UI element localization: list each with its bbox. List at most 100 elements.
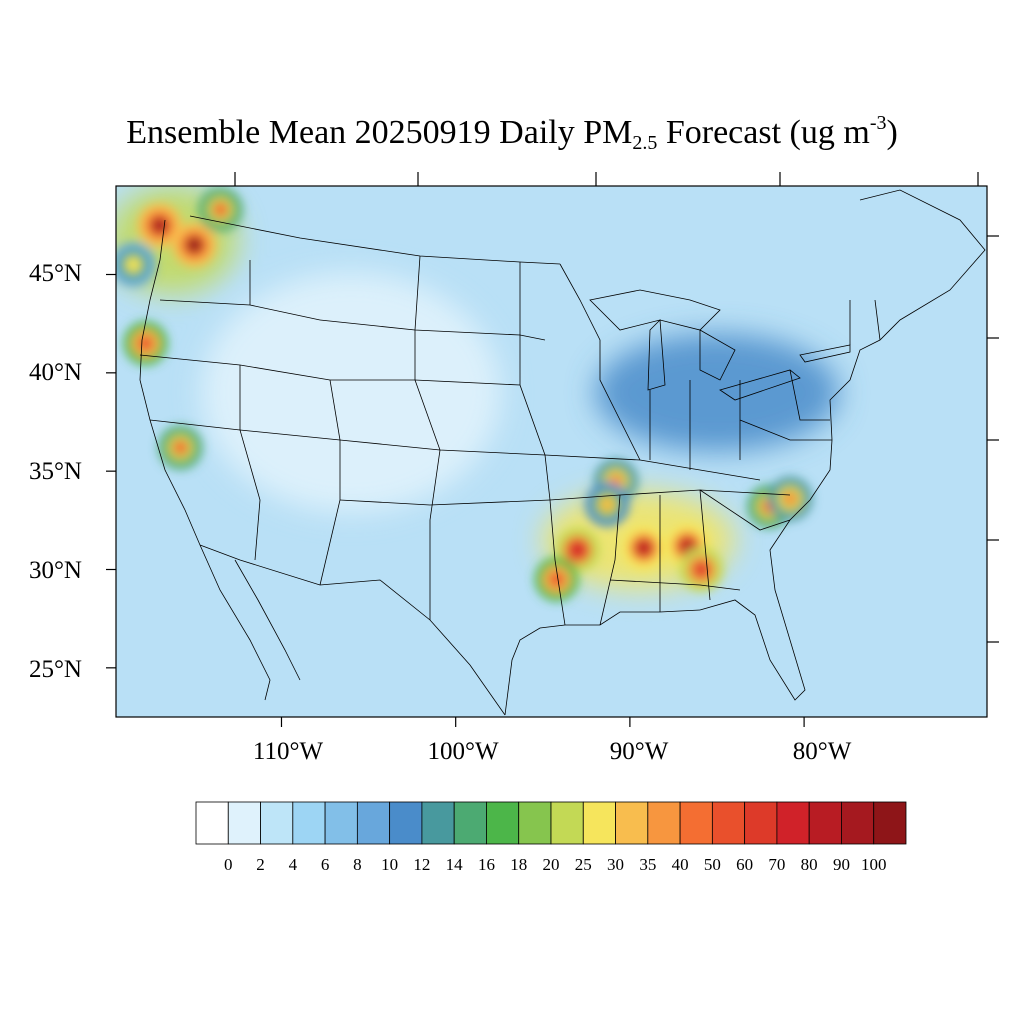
colorbar-box-14 — [647, 801, 681, 845]
colorbar-box-9 — [486, 801, 520, 845]
state-line — [319, 379, 341, 586]
colorbar-label: 4 — [288, 855, 298, 874]
state-line — [549, 489, 791, 501]
east-coast — [699, 439, 833, 701]
low-value-region — [201, 272, 502, 513]
colorbar-label: 6 — [320, 855, 330, 874]
colorbar-box-2 — [260, 801, 294, 845]
state-borders — [139, 189, 986, 716]
state-line — [874, 299, 881, 341]
colorbar-box-0 — [195, 801, 229, 845]
lake-erie — [719, 369, 801, 401]
lake-michigan — [647, 319, 666, 391]
title-superscript: -3 — [869, 112, 887, 134]
lat-label-45: 45°N — [28, 260, 82, 287]
hotspot-9-ring-2 — [693, 561, 710, 578]
state-line — [319, 319, 546, 341]
colorbar-box-8 — [453, 801, 487, 845]
title-close: ) — [886, 114, 898, 151]
colorbar-box-19 — [808, 801, 842, 845]
colorbar-box-12 — [582, 801, 616, 845]
lon-label-100w: 100°W — [427, 738, 499, 765]
title-text: Ensemble Mean 20250919 Daily PM — [126, 114, 633, 151]
state-line — [739, 419, 832, 441]
elevated-region-2 — [595, 333, 839, 452]
lon-label-90w: 90°W — [609, 738, 669, 765]
lat-label-35: 35°N — [28, 458, 82, 485]
colorbar-box-16 — [711, 801, 746, 845]
colorbar-box-13 — [615, 801, 649, 845]
colorbar-box-5 — [356, 801, 391, 845]
lon-label-110w: 110°W — [252, 738, 324, 765]
hotspot-6-ring-2 — [569, 541, 586, 558]
colorbar-box-15 — [679, 801, 713, 845]
colorbar-box-10 — [518, 801, 552, 845]
title-units: Forecast (ug m — [657, 114, 870, 151]
lake-huron — [699, 329, 736, 381]
state-line — [414, 255, 441, 620]
colorbar-label: 40 — [671, 855, 689, 874]
colorbar-box-7 — [421, 801, 455, 845]
state-line — [239, 365, 261, 561]
lake-superior — [589, 289, 721, 331]
colorbar-box-21 — [873, 801, 907, 845]
colorbar-label: 8 — [353, 855, 362, 874]
colorbar-label: 70 — [768, 855, 786, 874]
state-line — [339, 499, 551, 506]
colorbar-box-3 — [292, 801, 326, 845]
hotspot-1-ring-2 — [186, 237, 203, 253]
colorbar-label: 20 — [542, 855, 560, 874]
state-line — [609, 579, 741, 591]
colorbar-box-11 — [550, 801, 584, 845]
gulf-of-california — [234, 559, 301, 681]
hotspots-layer — [116, 187, 813, 602]
map-title: Ensemble Mean 20250919 Daily PM2.5 Forec… — [0, 112, 1024, 155]
colorbar-box-4 — [324, 801, 358, 845]
colorbar-label: 100 — [860, 855, 887, 874]
hotspot-5-ring-2 — [172, 439, 189, 456]
lake-ontario — [799, 344, 851, 363]
state-line — [789, 369, 830, 421]
hotspot-2-ring-2 — [212, 201, 229, 218]
state-line — [544, 454, 761, 481]
colorbar-label: 0 — [224, 855, 233, 874]
lat-label-30: 30°N — [28, 557, 82, 584]
colorbar-label: 50 — [703, 855, 721, 874]
state-line — [599, 494, 621, 626]
map-frame — [115, 185, 988, 718]
hotspot-10-ring-2 — [548, 571, 565, 588]
colorbar-box-6 — [389, 801, 423, 845]
hotspot-7-ring-2 — [635, 539, 652, 556]
state-line — [699, 489, 791, 531]
mexico-border — [199, 544, 506, 716]
colorbar-label: 12 — [413, 855, 431, 874]
hotspot-3-ring-2 — [125, 256, 142, 273]
west-coast — [139, 219, 201, 546]
colorbar-label: 90 — [832, 855, 850, 874]
colorbar-label: 10 — [381, 855, 399, 874]
colorbar-label: 35 — [639, 855, 657, 874]
map-field — [116, 186, 987, 717]
lat-label-25: 25°N — [28, 656, 82, 683]
colorbar-label: 30 — [607, 855, 625, 874]
colorbar-boxes — [195, 801, 907, 845]
lon-label-80w: 80°W — [792, 738, 852, 765]
state-line — [559, 263, 641, 461]
colorbar-label: 2 — [256, 855, 265, 874]
colorbar-label: 80 — [800, 855, 818, 874]
colorbar-label: 25 — [574, 855, 592, 874]
state-line — [330, 379, 521, 386]
colorbar-label: 18 — [510, 855, 528, 874]
colorbar-box-17 — [744, 801, 778, 845]
axis-ticks — [106, 172, 999, 727]
lat-label-40: 40°N — [28, 359, 82, 386]
northeast-coast — [829, 189, 986, 441]
canada-border — [189, 215, 561, 265]
colorbar-label: 14 — [445, 855, 463, 874]
colorbar-box-20 — [841, 801, 875, 845]
colorbar-label: 60 — [736, 855, 754, 874]
colorbar-label: 16 — [477, 855, 495, 874]
baja-coast — [199, 544, 271, 701]
